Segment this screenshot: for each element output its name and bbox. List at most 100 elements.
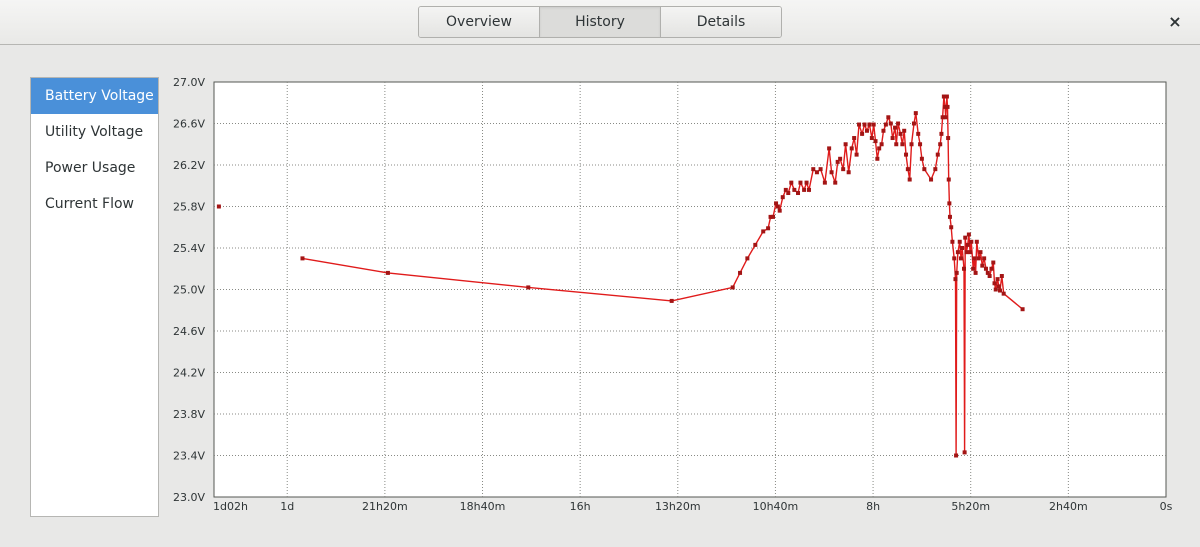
data-point — [745, 256, 750, 261]
data-point — [802, 187, 807, 192]
data-point — [786, 191, 791, 196]
data-point — [947, 201, 952, 206]
data-point — [998, 288, 1003, 293]
data-point — [905, 167, 910, 172]
data-point — [968, 250, 973, 255]
data-point — [982, 256, 987, 261]
data-point — [922, 167, 927, 172]
data-point — [918, 142, 923, 147]
data-point — [978, 250, 983, 255]
y-tick-label: 23.8V — [173, 408, 205, 421]
data-point — [960, 246, 965, 250]
data-point — [913, 111, 918, 116]
header-bar: Overview History Details × — [0, 0, 1200, 45]
tab-details[interactable]: Details — [661, 7, 781, 37]
data-point — [989, 266, 994, 271]
data-point — [996, 284, 1001, 289]
data-point — [730, 285, 735, 290]
sidebar-item-battery-voltage[interactable]: Battery Voltage — [31, 78, 158, 114]
data-point — [950, 239, 955, 244]
data-point — [838, 156, 843, 161]
data-point — [877, 146, 882, 151]
data-point — [939, 131, 944, 136]
data-point — [953, 277, 958, 282]
y-tick-label: 23.0V — [173, 491, 205, 504]
data-point — [985, 270, 990, 275]
data-point — [949, 225, 954, 230]
data-point — [947, 214, 952, 219]
data-point — [873, 139, 878, 144]
data-point — [976, 256, 981, 261]
x-tick-label: 1d — [280, 500, 294, 513]
data-point — [929, 177, 934, 182]
data-point — [792, 187, 797, 192]
y-tick-label: 23.4V — [173, 450, 205, 463]
data-point — [886, 115, 891, 120]
data-point — [958, 256, 963, 261]
data-point — [916, 131, 921, 136]
data-point — [669, 298, 674, 303]
data-point — [904, 152, 909, 157]
data-point — [940, 115, 945, 120]
data-point — [971, 266, 976, 271]
data-point — [987, 274, 992, 279]
data-point — [833, 180, 838, 185]
data-point — [911, 121, 916, 126]
data-point — [995, 277, 1000, 282]
data-point — [898, 131, 903, 136]
data-point — [974, 239, 979, 244]
data-point — [881, 128, 886, 133]
sidebar-item-current-flow[interactable]: Current Flow — [45, 196, 134, 212]
data-point — [938, 142, 943, 147]
data-point — [955, 250, 960, 255]
data-point — [879, 142, 884, 147]
close-icon[interactable]: × — [1168, 12, 1182, 31]
data-point — [875, 156, 880, 161]
data-point — [900, 142, 905, 147]
data-point — [893, 125, 898, 130]
data-point — [798, 180, 803, 185]
data-point — [919, 156, 924, 161]
data-point — [894, 142, 899, 147]
x-tick-label: 1d02h — [213, 500, 248, 513]
data-point — [774, 201, 779, 206]
data-point — [992, 281, 997, 286]
data-point — [783, 187, 788, 192]
plot-area — [213, 81, 1167, 498]
data-point — [867, 122, 872, 127]
data-point — [1001, 291, 1006, 296]
tab-history[interactable]: History — [540, 7, 661, 37]
y-tick-label: 24.2V — [173, 367, 205, 380]
data-point — [780, 195, 785, 200]
data-point — [829, 170, 834, 175]
y-tick-label: 25.4V — [173, 242, 205, 255]
data-point — [804, 180, 809, 185]
x-tick-label: 13h20m — [655, 500, 701, 513]
data-point — [807, 187, 811, 192]
data-point — [965, 242, 970, 247]
x-tick-label: 5h20m — [951, 500, 990, 513]
sidebar-item-power-usage[interactable]: Power Usage — [45, 160, 136, 176]
data-point — [862, 122, 867, 127]
data-point — [796, 191, 801, 196]
data-point — [969, 239, 974, 244]
tab-overview[interactable]: Overview — [419, 7, 540, 37]
view-switcher: Overview History Details — [418, 6, 782, 38]
data-point — [909, 142, 914, 147]
data-point — [860, 131, 865, 136]
y-tick-label: 26.2V — [173, 159, 205, 172]
sidebar-item-utility-voltage[interactable]: Utility Voltage — [45, 124, 144, 140]
data-point — [964, 250, 969, 255]
data-point — [957, 239, 962, 244]
y-tick-label: 27.0V — [173, 76, 205, 89]
y-tick-label: 25.0V — [173, 284, 205, 297]
data-point — [761, 229, 766, 234]
x-tick-label: 21h20m — [362, 500, 408, 513]
data-point — [962, 266, 967, 271]
data-point — [822, 180, 827, 185]
data-point — [983, 266, 988, 271]
data-point — [935, 152, 940, 157]
data-point — [963, 235, 968, 240]
